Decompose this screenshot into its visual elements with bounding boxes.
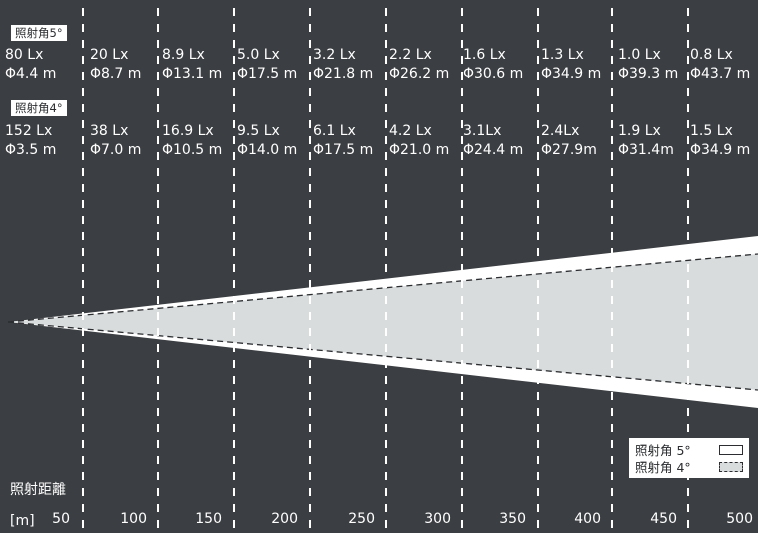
diameter-value: Φ34.9 m	[541, 66, 602, 82]
diameter-value: Φ13.1 m	[162, 66, 223, 82]
cell-5deg: 1.6 Lx Φ30.6 m	[463, 46, 523, 84]
diameter-value: Φ14.0 m	[237, 142, 298, 158]
distance-tick: 250	[348, 511, 375, 527]
lux-value: 8.9 Lx	[162, 47, 205, 63]
lux-value: 1.9 Lx	[618, 123, 661, 139]
lux-value: 16.9 Lx	[162, 123, 214, 139]
lux-value: 3.1Lx	[463, 123, 502, 139]
legend-label-5deg: 照射角 5°	[635, 443, 691, 458]
cell-5deg: 2.2 Lx Φ26.2 m	[389, 46, 449, 84]
cell-4deg: 152 Lx Φ3.5 m	[5, 122, 56, 160]
diameter-value: Φ10.5 m	[162, 142, 223, 158]
cell-4deg: 38 Lx Φ7.0 m	[90, 122, 141, 160]
cell-4deg: 16.9 Lx Φ10.5 m	[162, 122, 222, 160]
cone-4deg-lower-edge	[7, 321, 758, 391]
distance-tick: 350	[499, 511, 526, 527]
lux-value: 38 Lx	[90, 123, 129, 139]
distance-dividers	[7, 8, 758, 533]
diameter-value: Φ27.9m	[541, 142, 597, 158]
beam-5deg-tag: 照射角5°	[11, 25, 67, 41]
lux-value: 5.0 Lx	[237, 47, 280, 63]
diameter-value: Φ17.5 m	[237, 66, 298, 82]
lux-value: 20 Lx	[90, 47, 129, 63]
lux-value: 1.3 Lx	[541, 47, 584, 63]
diameter-value: Φ3.5 m	[5, 142, 57, 158]
cell-5deg: 3.2 Lx Φ21.8 m	[313, 46, 373, 84]
legend-item-5deg: 照射角 5°	[635, 441, 743, 458]
cell-4deg: 1.5 Lx Φ34.9 m	[690, 122, 750, 160]
lux-value: 4.2 Lx	[389, 123, 432, 139]
legend: 照射角 5° 照射角 4°	[629, 438, 749, 478]
lux-value: 1.5 Lx	[690, 123, 733, 139]
distance-tick: 150	[195, 511, 222, 527]
lux-value: 2.2 Lx	[389, 47, 432, 63]
legend-label-4deg: 照射角 4°	[635, 460, 691, 475]
distance-tick: 450	[650, 511, 677, 527]
lux-value: 9.5 Lx	[237, 123, 280, 139]
cone-4deg-upper-edge	[7, 253, 758, 323]
diameter-value: Φ30.6 m	[463, 66, 524, 82]
cell-5deg: 8.9 Lx Φ13.1 m	[162, 46, 222, 84]
distance-tick: 200	[271, 511, 298, 527]
beam-4deg-tag: 照射角4°	[11, 100, 67, 116]
lux-value: 3.2 Lx	[313, 47, 356, 63]
diameter-value: Φ21.0 m	[389, 142, 450, 158]
distance-tick: 500	[726, 511, 753, 527]
distance-axis-unit: [m]	[10, 513, 35, 529]
distance-tick: 400	[574, 511, 601, 527]
diameter-value: Φ39.3 m	[618, 66, 679, 82]
diameter-value: Φ26.2 m	[389, 66, 450, 82]
cell-5deg: 1.3 Lx Φ34.9 m	[541, 46, 601, 84]
lux-value: 6.1 Lx	[313, 123, 356, 139]
legend-swatch-5deg	[719, 444, 743, 455]
distance-tick: 100	[120, 511, 147, 527]
cell-4deg: 3.1Lx Φ24.4 m	[463, 122, 523, 160]
cell-4deg: 4.2 Lx Φ21.0 m	[389, 122, 449, 160]
cell-5deg: 80 Lx Φ4.4 m	[5, 46, 56, 84]
distance-axis-title: 照射距離	[10, 482, 66, 498]
cell-4deg: 1.9 Lx Φ31.4m	[618, 122, 674, 160]
diameter-value: Φ34.9 m	[690, 142, 751, 158]
lux-value: 1.0 Lx	[618, 47, 661, 63]
diameter-value: Φ31.4m	[618, 142, 674, 158]
cell-5deg: 0.8 Lx Φ43.7 m	[690, 46, 750, 84]
cell-4deg: 6.1 Lx Φ17.5 m	[313, 122, 373, 160]
cell-4deg: 9.5 Lx Φ14.0 m	[237, 122, 297, 160]
legend-swatch-4deg	[719, 461, 743, 472]
lux-value: 1.6 Lx	[463, 47, 506, 63]
diameter-value: Φ8.7 m	[90, 66, 142, 82]
cell-5deg: 5.0 Lx Φ17.5 m	[237, 46, 297, 84]
lux-value: 0.8 Lx	[690, 47, 733, 63]
distance-tick: 50	[52, 511, 70, 527]
diameter-value: Φ4.4 m	[5, 66, 57, 82]
legend-item-4deg: 照射角 4°	[635, 458, 743, 475]
beam-cone-4deg	[8, 254, 758, 390]
diameter-value: Φ17.5 m	[313, 142, 374, 158]
lux-value: 2.4Lx	[541, 123, 580, 139]
distance-tick: 300	[424, 511, 451, 527]
cell-5deg: 1.0 Lx Φ39.3 m	[618, 46, 678, 84]
diameter-value: Φ43.7 m	[690, 66, 751, 82]
cell-4deg: 2.4Lx Φ27.9m	[541, 122, 597, 160]
diameter-value: Φ24.4 m	[463, 142, 524, 158]
lux-value: 80 Lx	[5, 47, 44, 63]
lux-value: 152 Lx	[5, 123, 53, 139]
cell-5deg: 20 Lx Φ8.7 m	[90, 46, 141, 84]
diameter-value: Φ7.0 m	[90, 142, 142, 158]
diameter-value: Φ21.8 m	[313, 66, 374, 82]
